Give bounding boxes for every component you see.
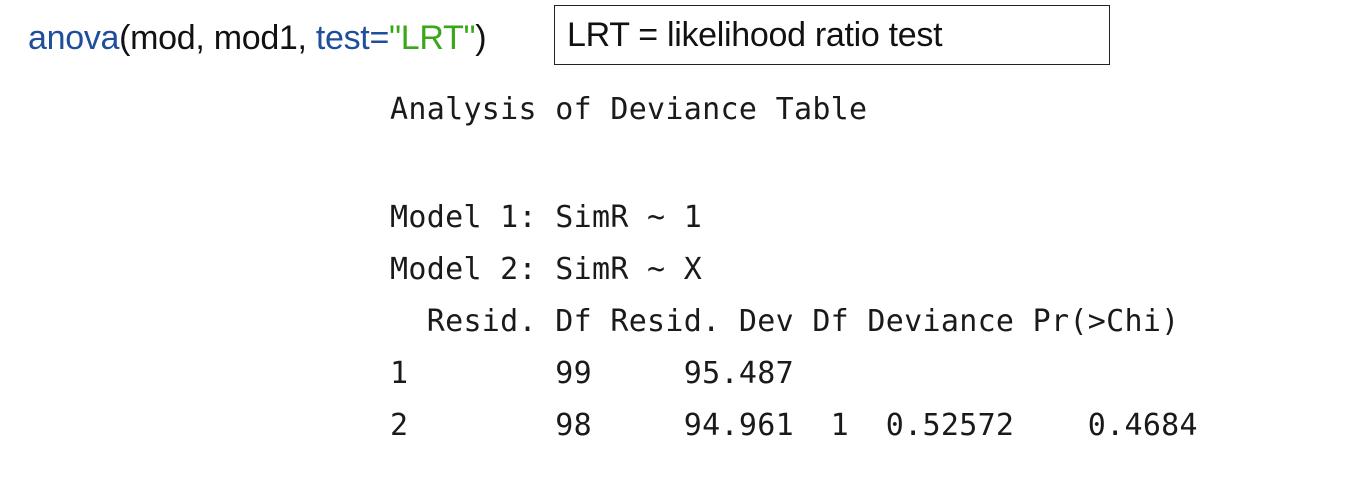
arg-name: test (315, 19, 370, 57)
lrt-note-box: LRT = likelihood ratio test (554, 5, 1110, 65)
table-row: 2 98 94.961 1 0.52572 0.4684 (390, 408, 1198, 443)
table-row: 1 99 95.487 (390, 356, 794, 391)
function-name: anova (28, 19, 120, 57)
arg-value: "LRT" (389, 19, 476, 57)
table-header: Resid. Df Resid. Dev Df Deviance Pr(>Chi… (390, 304, 1180, 339)
r-command: anova(mod, mod1, test="LRT") (28, 16, 487, 60)
output-title: Analysis of Deviance Table (390, 92, 868, 127)
model-2-line: Model 2: SimR ~ X (390, 252, 703, 287)
lrt-note-text: LRT = likelihood ratio test (567, 16, 943, 54)
command-close: ) (475, 19, 487, 57)
arg-equals: = (369, 19, 390, 57)
command-args: (mod, mod1, (119, 19, 316, 57)
console-output: Analysis of Deviance Table Model 1: SimR… (390, 92, 1198, 443)
model-1-line: Model 1: SimR ~ 1 (390, 200, 703, 235)
